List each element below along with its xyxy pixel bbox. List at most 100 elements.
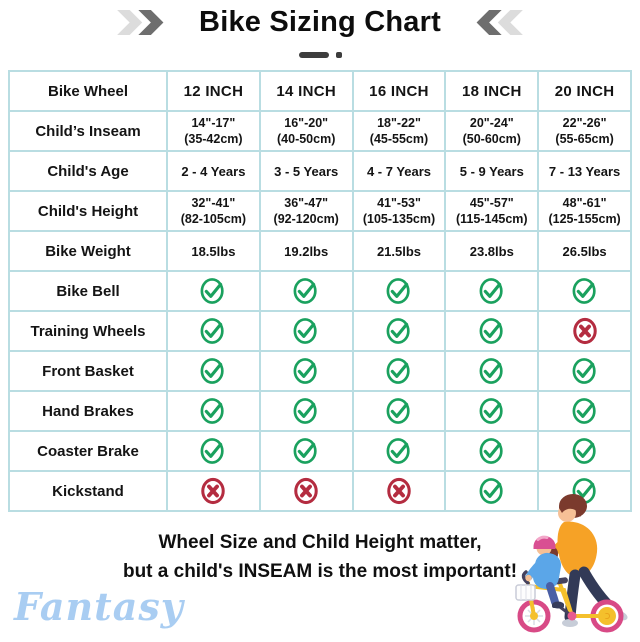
check-icon	[197, 314, 229, 348]
value-cell: 32"-41" (82-105cm)	[166, 190, 261, 232]
feature-cell	[166, 470, 261, 512]
row-label: Bike Weight	[8, 230, 168, 272]
cross-icon	[197, 474, 229, 508]
check-icon	[290, 394, 322, 428]
wheel-size-cell: 16 INCH	[351, 70, 447, 112]
feature-cell	[258, 430, 354, 472]
check-icon	[569, 354, 601, 388]
table-row: Child's Age 2 - 4 Years 3 - 5 Years 4 - 7 Y…	[8, 150, 632, 192]
feature-cell	[444, 390, 540, 432]
feature-cell	[258, 390, 354, 432]
check-icon	[383, 394, 415, 428]
feature-cell	[351, 310, 447, 352]
value-cell: 19.2lbs	[258, 230, 354, 272]
feature-cell	[166, 350, 261, 392]
row-label: Bike Bell	[8, 270, 168, 312]
feature-cell	[351, 390, 447, 432]
double-chevron-left-icon	[476, 9, 523, 35]
row-label: Front Basket	[8, 350, 168, 392]
feature-cell	[537, 270, 632, 312]
value-cell: 3 - 5 Years	[258, 150, 354, 192]
row-label: Bike Wheel	[8, 70, 168, 112]
check-icon	[476, 434, 508, 468]
feature-cell	[166, 430, 261, 472]
row-label: Child’s Inseam	[8, 110, 168, 152]
value-cell: 18.5lbs	[166, 230, 261, 272]
value-cell: 36"-47" (92-120cm)	[258, 190, 354, 232]
wheel-size-cell: 20 INCH	[537, 70, 632, 112]
wheel-size-cell: 12 INCH	[166, 70, 261, 112]
wheel-size-cell: 18 INCH	[444, 70, 540, 112]
row-label: Training Wheels	[8, 310, 168, 352]
value-cell: 14"-17" (35-42cm)	[166, 110, 261, 152]
value-cell: 16"-20" (40-50cm)	[258, 110, 354, 152]
feature-cell	[351, 350, 447, 392]
check-icon	[476, 354, 508, 388]
table-row: Bike Wheel 12 INCH 14 INCH 16 INCH 18 INCH 20…	[8, 70, 632, 112]
feature-cell	[166, 310, 261, 352]
table-row: Hand Brakes	[8, 390, 632, 432]
feature-cell	[258, 270, 354, 312]
feature-cell	[537, 310, 632, 352]
check-icon	[383, 274, 415, 308]
feature-cell	[166, 270, 261, 312]
value-cell: 23.8lbs	[444, 230, 540, 272]
table-row: Bike Bell	[8, 270, 632, 312]
value-cell: 2 - 4 Years	[166, 150, 261, 192]
table-row: Child’s Inseam 14"-17" (35-42cm) 16"-20" (40…	[8, 110, 632, 152]
check-icon	[569, 394, 601, 428]
table-row: Coaster Brake	[8, 430, 632, 472]
header: Bike Sizing Chart	[0, 0, 640, 44]
check-icon	[476, 394, 508, 428]
value-cell: 22"-26" (55-65cm)	[537, 110, 632, 152]
cross-icon	[569, 314, 601, 348]
feature-cell	[258, 310, 354, 352]
row-label: Child's Age	[8, 150, 168, 192]
title-underline	[0, 52, 640, 58]
check-icon	[569, 274, 601, 308]
check-icon	[197, 274, 229, 308]
check-icon	[290, 274, 322, 308]
check-icon	[197, 354, 229, 388]
child-figure	[525, 535, 564, 609]
check-icon	[476, 274, 508, 308]
underline-dash	[298, 52, 329, 58]
row-label: Child's Height	[8, 190, 168, 232]
value-cell: 26.5lbs	[537, 230, 632, 272]
value-cell: 21.5lbs	[351, 230, 447, 272]
footer-line-1: Wheel Size and Child Height matter,	[158, 532, 482, 553]
feature-cell	[351, 270, 447, 312]
feature-cell	[444, 270, 540, 312]
feature-cell	[351, 470, 447, 512]
sizing-table-body: Bike Wheel 12 INCH 14 INCH 16 INCH 18 INCH 20…	[8, 70, 632, 512]
table-row: Child's Height 32"-41" (82-105cm) 36"-47" (9…	[8, 190, 632, 232]
check-icon	[197, 434, 229, 468]
check-icon	[383, 434, 415, 468]
cross-icon	[290, 474, 322, 508]
footer-note: Wheel Size and Child Height matter, but …	[0, 528, 640, 586]
feature-cell	[258, 350, 354, 392]
table-row: Bike Weight 18.5lbs 19.2lbs 21.5lbs 23.8lbs 2…	[8, 230, 632, 272]
check-icon	[197, 394, 229, 428]
check-icon	[476, 474, 508, 508]
adult-child-bike-illustration	[515, 494, 628, 633]
value-cell: 45"-57" (115-145cm)	[444, 190, 540, 232]
cross-icon	[383, 474, 415, 508]
double-chevron-right-icon	[117, 9, 164, 35]
check-icon	[290, 354, 322, 388]
table-row: Training Wheels	[8, 310, 632, 352]
check-icon	[383, 354, 415, 388]
check-icon	[383, 314, 415, 348]
check-icon	[569, 434, 601, 468]
row-label: Kickstand	[8, 470, 168, 512]
wheel-size-cell: 14 INCH	[258, 70, 354, 112]
table-row: Front Basket	[8, 350, 632, 392]
page-title: Bike Sizing Chart	[199, 5, 441, 38]
value-cell: 48"-61" (125-155cm)	[537, 190, 632, 232]
feature-cell	[537, 390, 632, 432]
feature-cell	[258, 470, 354, 512]
row-label: Hand Brakes	[8, 390, 168, 432]
feature-cell	[444, 470, 540, 512]
feature-cell	[444, 430, 540, 472]
feature-cell	[537, 350, 632, 392]
